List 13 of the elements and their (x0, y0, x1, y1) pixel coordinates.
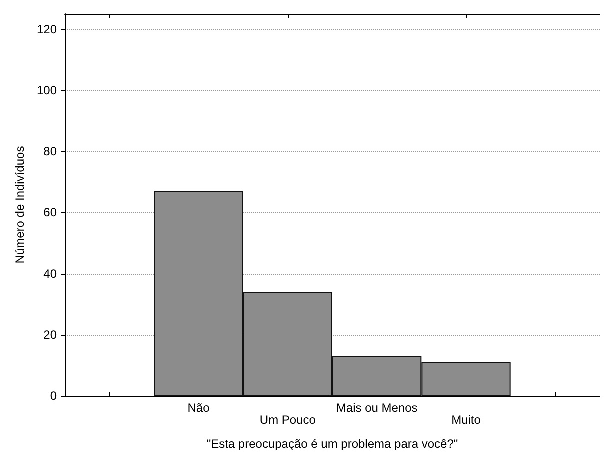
y-tick-label: 80 (44, 144, 58, 159)
x-tick-label: Não (188, 401, 210, 415)
y-axis-title: Número de Indivíduos (13, 146, 28, 264)
x-axis-title: "Esta preocupação é um problema para você?" (206, 437, 458, 451)
y-tick-label: 60 (44, 206, 58, 220)
y-tick-label: 120 (36, 22, 58, 36)
x-tick-label: Muito (452, 413, 482, 427)
x-tick-label: Mais ou Menos (336, 401, 418, 415)
y-tick-label: 20 (44, 328, 58, 342)
x-tick-label: Um Pouco (260, 413, 316, 427)
y-tick-label: 40 (44, 266, 58, 281)
y-tick-label: 0 (50, 389, 58, 403)
y-tick-label: 100 (36, 83, 58, 98)
